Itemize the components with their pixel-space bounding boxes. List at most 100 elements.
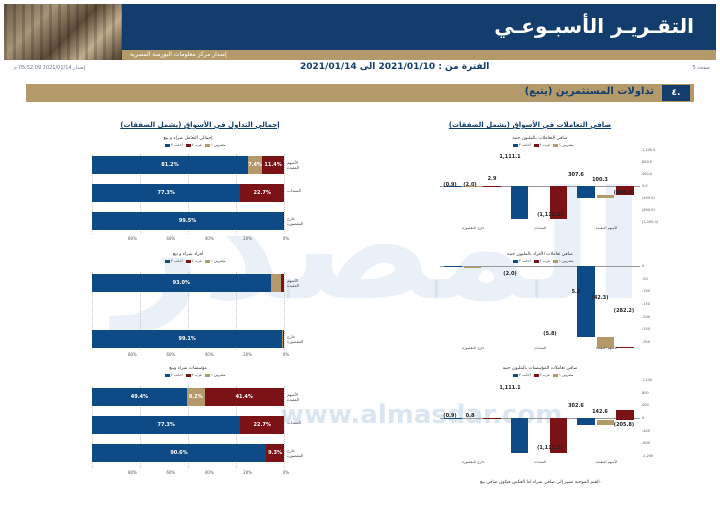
axis-tick-label: 0% bbox=[282, 236, 290, 241]
bar-segment bbox=[281, 274, 284, 292]
y-tick-label: -1,200 bbox=[642, 454, 654, 458]
legend-label: عرب ٢ bbox=[191, 259, 202, 263]
y-tick-label: (800.0) bbox=[642, 208, 655, 212]
section-number: ٤. bbox=[662, 85, 690, 101]
axis-tick-label: 40% bbox=[204, 352, 214, 357]
row-label: خارج المقصورة bbox=[287, 448, 304, 458]
axis-tick-label: 60% bbox=[166, 236, 176, 241]
y-tick-label: -50 bbox=[642, 276, 648, 281]
bar-segment: 7.4% bbox=[247, 156, 263, 174]
data-label: 0.8 bbox=[465, 413, 475, 420]
axis-tick-label: 40% bbox=[204, 236, 214, 241]
zero-axis bbox=[440, 266, 640, 267]
data-label: 2.9 bbox=[487, 175, 497, 182]
y-tick-label: 1,200 bbox=[642, 378, 653, 382]
axis-tick-label: 80% bbox=[127, 236, 137, 241]
group-subtitle: إجمالي التعامل شراء و بيع bbox=[163, 136, 213, 141]
net-chart-title: صافي تعاملات الأفراد بالمليون جنيه bbox=[507, 252, 573, 257]
data-label: (408.0) bbox=[613, 189, 635, 196]
legend-swatch bbox=[165, 143, 170, 147]
data-label: 5.0 bbox=[571, 288, 581, 295]
net-bar bbox=[577, 266, 595, 338]
bar-segment: 22.7% bbox=[240, 184, 284, 202]
bar-segment: 99.5% bbox=[92, 212, 284, 230]
issue-date: إصدار 2021/01/14 05:52:09 م bbox=[14, 65, 86, 71]
axis-tick-label: 20% bbox=[243, 352, 253, 357]
net-bar bbox=[616, 410, 634, 420]
data-label: (42.3) bbox=[591, 294, 609, 301]
y-tick-label: (1,200.0) bbox=[642, 220, 659, 224]
net-chart-plot: 1,200.0 800.0 400.0 0.0 (400.0) (800.0) (1,200… bbox=[440, 148, 658, 232]
net-bar bbox=[616, 346, 634, 349]
y-tick-label: 0 bbox=[642, 416, 645, 420]
legend-label: عرب ٢ bbox=[191, 143, 202, 147]
legend-swatch bbox=[513, 143, 518, 147]
category-label: السندات bbox=[533, 226, 547, 230]
legend-swatch bbox=[165, 259, 170, 263]
net-bar bbox=[596, 195, 615, 199]
y-tick-label: -300 bbox=[642, 340, 650, 344]
axis-tick-label: 0% bbox=[282, 352, 290, 357]
grid-line bbox=[284, 154, 285, 234]
axis-tick-label: 80% bbox=[127, 470, 137, 475]
net-bar bbox=[463, 186, 482, 188]
legend-swatch bbox=[533, 143, 539, 147]
legend-label: عرب ٢ bbox=[191, 373, 202, 377]
legend-label: مصريين ١ bbox=[210, 143, 226, 147]
grid-line bbox=[284, 386, 285, 468]
legend-label: عرب ٢ bbox=[539, 259, 550, 263]
y-tick-label: 800 bbox=[642, 390, 649, 395]
stacked-bar: 93.0% bbox=[92, 274, 284, 292]
net-bar bbox=[596, 337, 615, 349]
axis-tick-label: 60% bbox=[166, 470, 176, 475]
net-chart-title: صافي تعاملات المؤسسات بالمليون جنيه bbox=[502, 366, 578, 371]
stacked-bar: 22.7% 77.3% bbox=[92, 184, 284, 202]
row-label: السندات bbox=[287, 188, 302, 193]
y-tick-label: 1,200.0 bbox=[642, 148, 656, 152]
legend-label: مصريين ١ bbox=[558, 373, 574, 377]
bar-segment bbox=[282, 330, 284, 348]
bar-segment: 99.1% bbox=[92, 330, 283, 348]
bar-segment: 9.3% bbox=[266, 444, 284, 462]
data-label: (282.2) bbox=[613, 307, 635, 314]
legend-swatch bbox=[552, 259, 558, 263]
axis-tick-label: 40% bbox=[204, 470, 214, 475]
group-subtitle: أفراد شراء و بيع bbox=[172, 252, 204, 257]
legend-label: مصريين ١ bbox=[558, 143, 574, 147]
stacked-bar: 9.3% 90.6% bbox=[92, 444, 284, 462]
section-header: ٤. تداولات المستثمرين (يتبع) bbox=[26, 84, 694, 102]
report-header: التقـريـر الأسبـوعـي إصدار مركز معلومات … bbox=[4, 4, 716, 60]
bar-segment: 22.7% bbox=[240, 416, 284, 434]
net-bar bbox=[549, 418, 568, 454]
stacked-bar: 99.5% bbox=[92, 212, 284, 230]
net-chart-title: صافي التعاملات بالمليون جنيه bbox=[512, 136, 568, 141]
net-bar bbox=[483, 418, 501, 419]
category-label: خارج المقصورة bbox=[462, 226, 485, 230]
bar-segment bbox=[283, 330, 284, 348]
data-label: (2.0) bbox=[503, 270, 517, 277]
legend-swatch bbox=[552, 143, 558, 147]
grid-line bbox=[140, 272, 141, 350]
y-tick-label: 0 bbox=[642, 264, 645, 268]
net-bar bbox=[463, 267, 482, 269]
page-number: صفحة 5 bbox=[692, 65, 710, 71]
net-chart-plot: 0 -50 -100 -150 -200 -250 -300 الأسهم المقيدة ال… bbox=[440, 264, 650, 352]
y-tick-label: -150 bbox=[642, 302, 650, 306]
zero-axis bbox=[440, 186, 640, 187]
bar-segment: 11.4% bbox=[262, 156, 284, 174]
axis-tick-label: 80% bbox=[127, 352, 137, 357]
header-subbar bbox=[122, 50, 716, 60]
legend-label: أجانب ٣ bbox=[519, 373, 531, 377]
net-chart-legend: مصريين ١ عرب ٢ أجانب ٣ bbox=[510, 143, 574, 147]
bar-segment: 90.6% bbox=[92, 444, 266, 462]
net-bar bbox=[549, 186, 568, 220]
bar-segment: 93.0% bbox=[92, 274, 271, 292]
axis-tick-label: 60% bbox=[166, 352, 176, 357]
net-bar bbox=[510, 418, 529, 454]
data-label: 1,111.1 bbox=[499, 384, 521, 391]
bar-segment: 9.2% bbox=[186, 388, 205, 406]
net-bar bbox=[616, 186, 634, 196]
y-tick-label: -800 bbox=[642, 441, 650, 446]
y-tick-label: -250 bbox=[642, 327, 650, 332]
row-label: الأسهم المقيدة bbox=[287, 278, 300, 288]
